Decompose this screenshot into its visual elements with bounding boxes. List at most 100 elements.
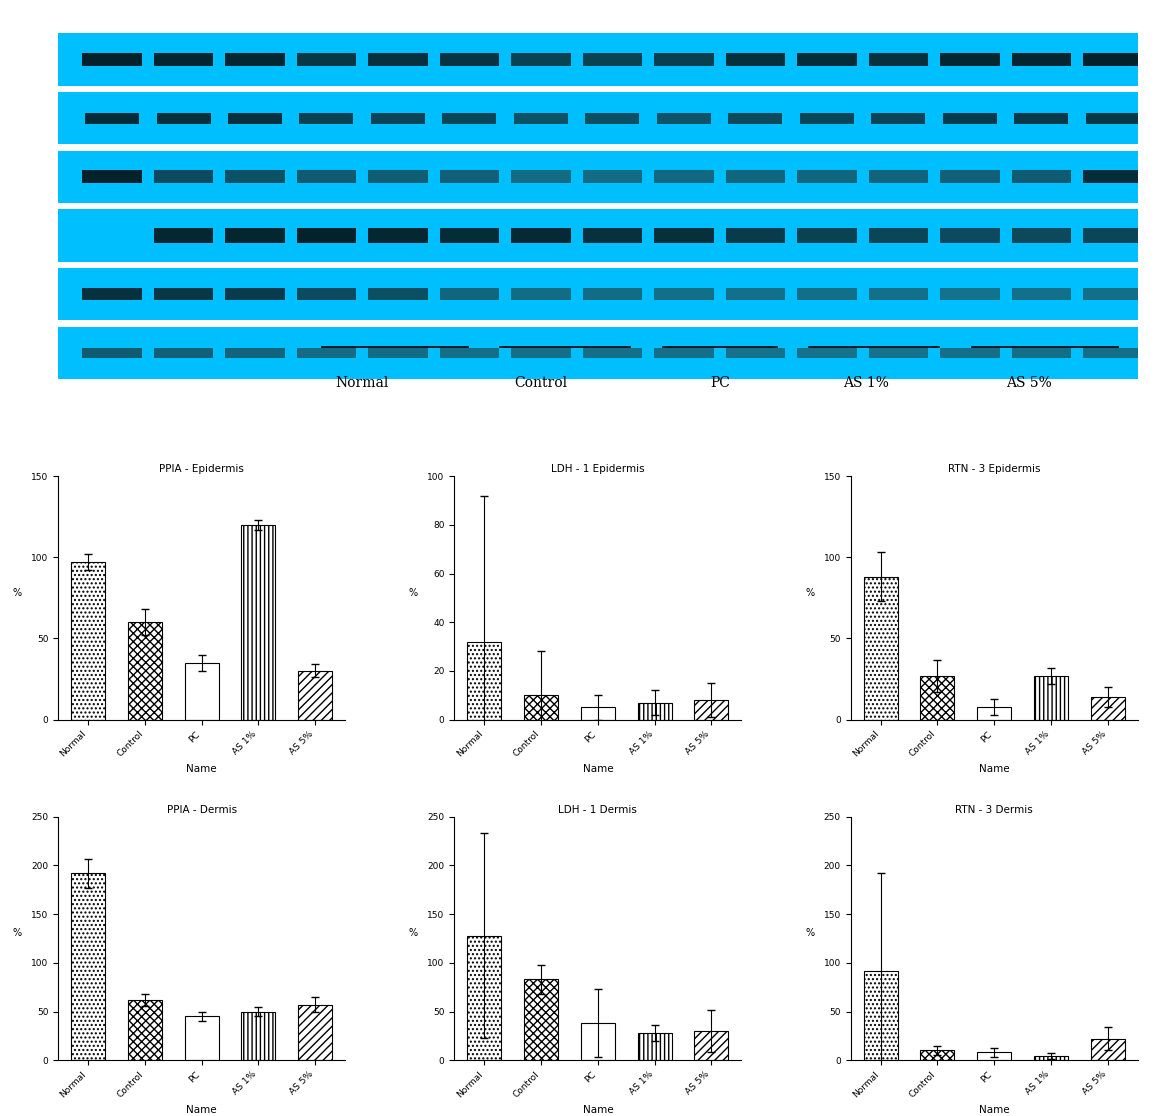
Bar xyxy=(82,288,142,300)
Bar xyxy=(297,54,356,66)
Bar xyxy=(71,562,106,720)
Bar xyxy=(1011,171,1072,183)
Bar xyxy=(153,288,214,300)
Text: AS 5%: AS 5% xyxy=(1005,376,1052,391)
Bar xyxy=(153,171,214,183)
Bar xyxy=(868,54,928,66)
Title: LDH - 1 Epidermis: LDH - 1 Epidermis xyxy=(551,464,644,474)
Bar xyxy=(798,228,857,243)
Bar xyxy=(368,171,427,183)
Text: AS 1%: AS 1% xyxy=(843,376,889,391)
Bar xyxy=(440,288,499,300)
Bar xyxy=(585,113,640,124)
Bar xyxy=(726,347,785,358)
X-axis label: Name: Name xyxy=(979,764,1010,775)
Bar xyxy=(583,228,642,243)
Title: LDH - 1 Dermis: LDH - 1 Dermis xyxy=(558,805,637,815)
Bar xyxy=(368,347,427,358)
X-axis label: Name: Name xyxy=(979,1105,1010,1115)
Bar xyxy=(225,228,284,243)
Bar xyxy=(655,347,714,358)
Title: RTN - 3 Epidermis: RTN - 3 Epidermis xyxy=(947,464,1040,474)
Bar xyxy=(694,700,728,720)
X-axis label: Name: Name xyxy=(186,1105,217,1115)
Bar xyxy=(1090,696,1125,720)
Bar xyxy=(1083,288,1142,300)
Bar xyxy=(657,113,711,124)
Bar xyxy=(514,113,568,124)
Bar xyxy=(298,671,332,720)
Bar xyxy=(85,113,139,124)
Bar xyxy=(940,54,1000,66)
Bar xyxy=(511,347,571,358)
Bar xyxy=(868,288,928,300)
Bar xyxy=(511,171,571,183)
Bar xyxy=(82,347,142,358)
Bar xyxy=(1083,228,1142,243)
Bar xyxy=(440,228,499,243)
Bar xyxy=(153,347,214,358)
Bar xyxy=(921,676,954,720)
Bar xyxy=(297,171,356,183)
Bar xyxy=(300,113,353,124)
Bar xyxy=(978,1052,1011,1060)
Bar xyxy=(864,577,897,720)
Bar xyxy=(442,113,497,124)
Bar xyxy=(1083,171,1142,183)
Bar xyxy=(583,171,642,183)
X-axis label: Name: Name xyxy=(583,1105,613,1115)
Bar xyxy=(82,54,142,66)
Bar xyxy=(868,228,928,243)
Bar xyxy=(655,228,714,243)
Bar xyxy=(798,347,857,358)
Bar xyxy=(440,171,499,183)
Bar xyxy=(800,113,853,124)
Y-axis label: %: % xyxy=(13,929,22,939)
Bar xyxy=(524,980,558,1060)
Bar xyxy=(726,288,785,300)
Y-axis label: %: % xyxy=(409,588,418,598)
Bar xyxy=(798,171,857,183)
X-axis label: Name: Name xyxy=(186,764,217,775)
Bar xyxy=(872,113,925,124)
Bar xyxy=(637,1033,672,1060)
Bar xyxy=(864,971,897,1060)
Bar xyxy=(798,288,857,300)
Bar xyxy=(440,54,499,66)
Title: RTN - 3 Dermis: RTN - 3 Dermis xyxy=(956,805,1033,815)
Bar xyxy=(82,171,142,183)
Y-axis label: %: % xyxy=(409,929,418,939)
Bar xyxy=(297,347,356,358)
Bar xyxy=(580,1023,615,1060)
Title: PPIA - Epidermis: PPIA - Epidermis xyxy=(159,464,244,474)
Bar xyxy=(157,113,210,124)
Bar xyxy=(297,228,356,243)
Bar xyxy=(524,695,558,720)
Bar xyxy=(1083,54,1142,66)
Bar xyxy=(940,228,1000,243)
Bar xyxy=(655,288,714,300)
Bar xyxy=(1090,1039,1125,1060)
Bar xyxy=(225,54,284,66)
Bar xyxy=(583,54,642,66)
Bar xyxy=(128,623,161,720)
Bar xyxy=(1034,676,1068,720)
Bar xyxy=(637,703,672,720)
Bar xyxy=(225,347,284,358)
Bar xyxy=(655,54,714,66)
Bar xyxy=(228,113,282,124)
Bar xyxy=(940,347,1000,358)
Y-axis label: %: % xyxy=(806,588,814,598)
Bar xyxy=(726,228,785,243)
Bar xyxy=(185,1017,218,1060)
Bar xyxy=(655,171,714,183)
Bar xyxy=(868,171,928,183)
Bar xyxy=(583,347,642,358)
Bar xyxy=(468,642,502,720)
Bar xyxy=(1011,54,1072,66)
Bar xyxy=(153,54,214,66)
Bar xyxy=(726,54,785,66)
Bar xyxy=(368,288,427,300)
Bar xyxy=(1086,113,1140,124)
Bar xyxy=(1011,347,1072,358)
